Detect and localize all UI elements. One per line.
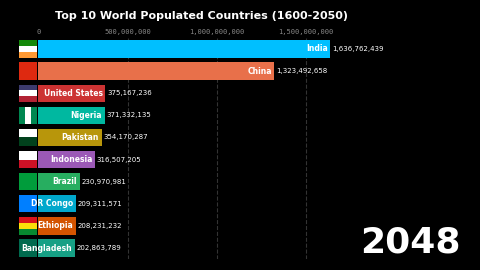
- Bar: [19, 229, 37, 235]
- Bar: [19, 90, 37, 96]
- Bar: [38, 40, 330, 58]
- Text: Pakistan: Pakistan: [61, 133, 99, 142]
- Text: 316,507,205: 316,507,205: [96, 157, 141, 163]
- Bar: [19, 173, 37, 190]
- Text: 202,863,789: 202,863,789: [76, 245, 121, 251]
- Text: 354,170,287: 354,170,287: [103, 134, 148, 140]
- Bar: [19, 40, 37, 46]
- Bar: [38, 129, 102, 146]
- Bar: [19, 96, 37, 102]
- Bar: [19, 195, 37, 212]
- Bar: [19, 151, 37, 160]
- Bar: [38, 217, 75, 235]
- Text: United States: United States: [44, 89, 103, 98]
- Text: 2048: 2048: [360, 225, 461, 259]
- Bar: [25, 107, 31, 124]
- Bar: [38, 107, 105, 124]
- Text: DR Congo: DR Congo: [31, 199, 73, 208]
- Text: India: India: [306, 44, 328, 53]
- Text: Bangladesh: Bangladesh: [22, 244, 72, 253]
- Text: Ethiopia: Ethiopia: [37, 221, 73, 231]
- Text: Nigeria: Nigeria: [71, 111, 102, 120]
- Text: 375,167,236: 375,167,236: [107, 90, 152, 96]
- Text: Top 10 World Populated Countries (1600-2050): Top 10 World Populated Countries (1600-2…: [55, 11, 348, 21]
- Bar: [19, 137, 37, 146]
- Bar: [19, 52, 37, 58]
- Bar: [38, 239, 74, 257]
- Bar: [38, 195, 76, 212]
- Bar: [19, 129, 37, 137]
- Text: 1,636,762,439: 1,636,762,439: [332, 46, 384, 52]
- Bar: [19, 62, 37, 80]
- Text: 371,332,135: 371,332,135: [107, 112, 151, 118]
- Bar: [38, 62, 275, 80]
- Text: Indonesia: Indonesia: [50, 155, 92, 164]
- Text: 230,970,981: 230,970,981: [82, 179, 126, 185]
- Bar: [19, 160, 37, 168]
- Text: 209,311,571: 209,311,571: [78, 201, 122, 207]
- Bar: [19, 107, 25, 124]
- Bar: [38, 85, 105, 102]
- Text: 1,323,492,658: 1,323,492,658: [276, 68, 327, 74]
- Bar: [19, 46, 37, 52]
- Bar: [31, 107, 37, 124]
- Text: 208,231,232: 208,231,232: [77, 223, 122, 229]
- Bar: [19, 217, 37, 223]
- Bar: [38, 173, 80, 190]
- Text: China: China: [247, 66, 272, 76]
- Bar: [38, 151, 95, 168]
- Bar: [19, 85, 37, 90]
- Text: Brazil: Brazil: [53, 177, 77, 186]
- Bar: [19, 239, 37, 257]
- Bar: [19, 223, 37, 229]
